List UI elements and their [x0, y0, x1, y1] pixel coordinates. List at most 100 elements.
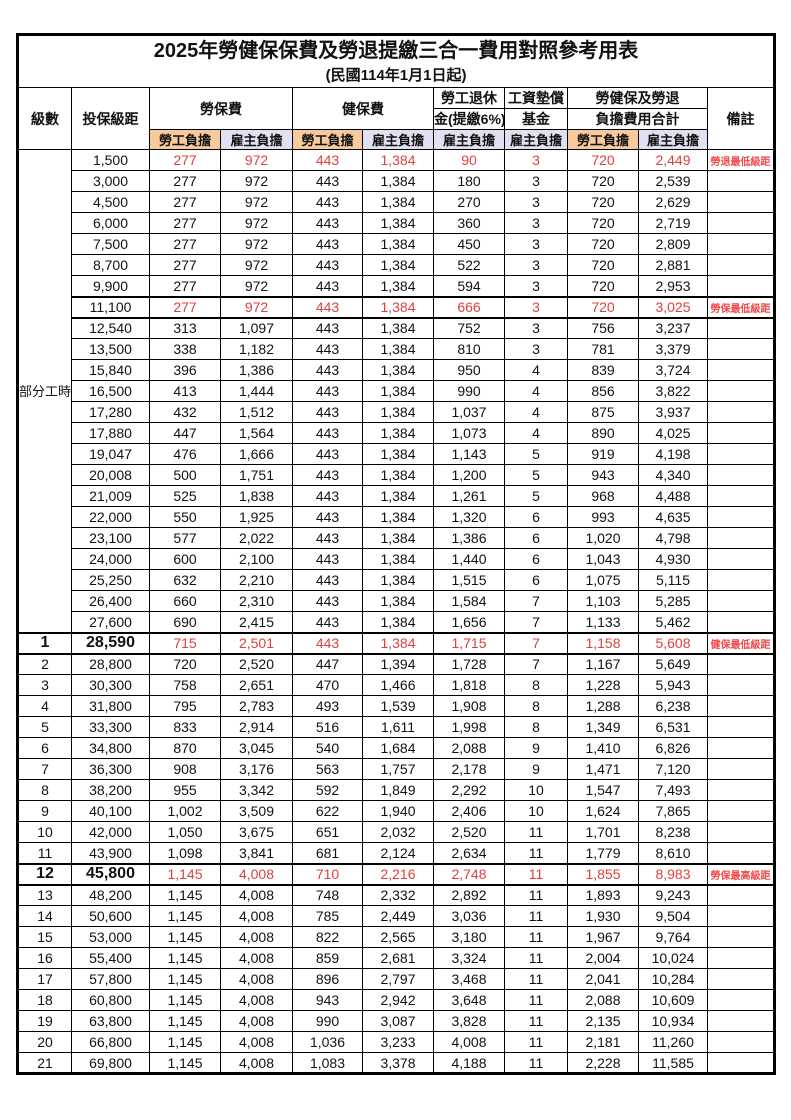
health-employer-cell: 1,466 [362, 674, 434, 696]
remark-cell [706, 590, 776, 612]
total-employee-cell: 781 [567, 338, 639, 360]
pension-cell: 1,584 [433, 590, 505, 612]
labor-employee-cell: 1,145 [149, 989, 221, 1011]
health-employer-cell: 2,942 [362, 989, 434, 1011]
health-employer-cell: 1,384 [362, 443, 434, 465]
total-employee-cell: 1,103 [567, 590, 639, 612]
labor-employee-cell: 525 [149, 485, 221, 507]
table-row: 4,500 277 972 443 1,384 270 3 720 2,629 [18, 191, 776, 213]
health-employee-cell: 443 [292, 464, 363, 486]
health-employer-cell: 2,332 [362, 884, 434, 906]
labor-employee-cell: 277 [149, 212, 221, 234]
labor-employee-cell: 277 [149, 295, 221, 319]
bracket-cell: 4,500 [71, 191, 150, 213]
table-row: 21 69,800 1,145 4,008 1,083 3,378 4,188 11 2,228… [17, 1052, 776, 1074]
bracket-cell: 42,000 [71, 821, 150, 843]
remark-cell [706, 611, 776, 633]
labor-employer-cell: 3,841 [220, 842, 293, 864]
page-subtitle: (民國114年1月1日起) [325, 66, 467, 84]
remark-cell [706, 1052, 776, 1074]
total-employee-cell: 1,624 [567, 800, 639, 822]
level-cell: 10 [17, 821, 72, 843]
labor-employee-cell: 1,145 [149, 1010, 221, 1032]
pension-cell: 3,180 [433, 926, 505, 948]
total-employer-cell: 5,608 [638, 631, 708, 655]
wage-fund-cell: 6 [504, 569, 568, 591]
bracket-cell: 43,900 [71, 842, 150, 864]
total-employer-cell: 4,340 [638, 464, 708, 486]
bracket-cell: 11,100 [71, 295, 150, 319]
health-employee-cell: 443 [292, 149, 363, 171]
labor-employer-cell: 1,838 [220, 485, 293, 507]
health-employee-cell: 443 [292, 338, 363, 360]
bracket-cell: 63,800 [71, 1010, 150, 1032]
labor-employee-cell: 1,145 [149, 968, 221, 990]
header-row-1: 級數 投保級距 勞保費 健保費 勞工退休 工資墊償 勞健保及勞退 備註 [17, 87, 776, 150]
labor-employee-cell: 758 [149, 674, 221, 696]
wage-fund-cell: 11 [504, 905, 568, 927]
pension-cell: 4,008 [433, 1031, 505, 1053]
level-cell: 1 [17, 631, 72, 655]
total-employee-cell: 2,088 [567, 989, 639, 1011]
total-employee-cell: 720 [567, 254, 639, 276]
wage-fund-cell: 10 [504, 779, 568, 801]
pension-cell: 2,634 [433, 842, 505, 864]
subheader-labor-employee: 勞工負擔 [149, 129, 221, 150]
level-cell: 3 [17, 674, 72, 696]
table-row: 17 57,800 1,145 4,008 896 2,797 3,468 11 2,041 10… [17, 968, 776, 990]
remark-cell [706, 1010, 776, 1032]
table-row: 17,880 447 1,564 443 1,384 1,073 4 890 4,025 [18, 422, 776, 444]
health-employer-cell: 2,565 [362, 926, 434, 948]
total-employee-cell: 890 [567, 422, 639, 444]
wage-fund-cell: 3 [504, 212, 568, 234]
health-employer-cell: 1,940 [362, 800, 434, 822]
table-row: 1 28,590 715 2,501 443 1,384 1,715 7 1,158 5,608 健… [17, 631, 776, 655]
wage-fund-cell: 6 [504, 527, 568, 549]
health-employer-cell: 2,216 [362, 862, 434, 886]
health-employer-cell: 1,384 [362, 506, 434, 528]
bracket-cell: 26,400 [71, 590, 150, 612]
total-employer-cell: 3,937 [638, 401, 708, 423]
total-employee-cell: 720 [567, 275, 639, 297]
health-employee-cell: 443 [292, 191, 363, 213]
total-employer-cell: 11,585 [638, 1052, 708, 1074]
labor-employee-cell: 1,145 [149, 862, 221, 886]
labor-employee-cell: 715 [149, 631, 221, 655]
subheader-health-employee: 勞工負擔 [292, 129, 363, 150]
level-cell: 4 [17, 695, 72, 717]
remark-cell [706, 443, 776, 465]
pension-cell: 1,998 [433, 716, 505, 738]
wage-fund-cell: 6 [504, 548, 568, 570]
level-cell: 9 [17, 800, 72, 822]
bracket-cell: 7,500 [71, 233, 150, 255]
table-row: 6 34,800 870 3,045 540 1,684 2,088 9 1,410 6,826 [17, 737, 776, 759]
pension-cell: 4,188 [433, 1052, 505, 1074]
health-employer-cell: 1,384 [362, 191, 434, 213]
pension-cell: 950 [433, 359, 505, 381]
bracket-cell: 48,200 [71, 884, 150, 906]
labor-employer-cell: 3,675 [220, 821, 293, 843]
health-employer-cell: 2,681 [362, 947, 434, 969]
labor-employer-cell: 972 [220, 275, 293, 297]
labor-employer-cell: 1,386 [220, 359, 293, 381]
total-employer-cell: 10,284 [638, 968, 708, 990]
table-row: 27,600 690 2,415 443 1,384 1,656 7 1,133 5,462 [18, 611, 776, 633]
labor-employee-cell: 908 [149, 758, 221, 780]
total-employee-cell: 2,181 [567, 1031, 639, 1053]
total-employee-cell: 943 [567, 464, 639, 486]
total-employee-cell: 1,967 [567, 926, 639, 948]
bracket-cell: 50,600 [71, 905, 150, 927]
health-employee-cell: 1,036 [292, 1031, 363, 1053]
table-body: 部分工時 1,500 277 972 443 1,384 90 3 720 2,449 勞退最低級距… [17, 149, 776, 1074]
total-employer-cell: 3,237 [638, 317, 708, 339]
labor-employer-cell: 2,783 [220, 695, 293, 717]
level-cell: 11 [17, 842, 72, 864]
labor-employer-cell: 4,008 [220, 989, 293, 1011]
health-employee-cell: 516 [292, 716, 363, 738]
bracket-cell: 13,500 [71, 338, 150, 360]
labor-employer-cell: 4,008 [220, 968, 293, 990]
health-employer-cell: 3,233 [362, 1031, 434, 1053]
subheader-fund-employer: 雇主負擔 [504, 129, 568, 150]
header-pension-line2: 金(提繳6%) [433, 108, 505, 130]
table-row: 5 33,300 833 2,914 516 1,611 1,998 8 1,349 6,531 [17, 716, 776, 738]
